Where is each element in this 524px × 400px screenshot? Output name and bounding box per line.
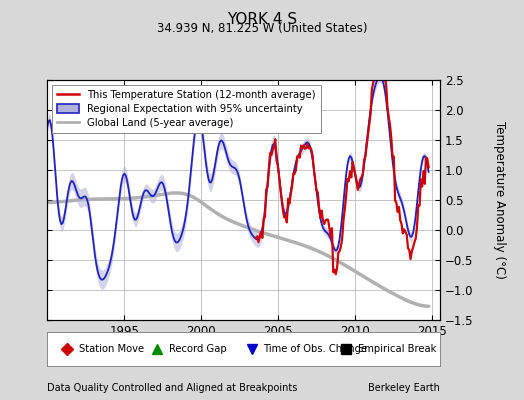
Text: Data Quality Controlled and Aligned at Breakpoints: Data Quality Controlled and Aligned at B… xyxy=(47,383,298,393)
Y-axis label: Temperature Anomaly (°C): Temperature Anomaly (°C) xyxy=(493,121,506,279)
Legend: This Temperature Station (12-month average), Regional Expectation with 95% uncer: This Temperature Station (12-month avera… xyxy=(52,85,321,133)
Text: Berkeley Earth: Berkeley Earth xyxy=(368,383,440,393)
Text: Time of Obs. Change: Time of Obs. Change xyxy=(263,344,367,354)
Text: Record Gap: Record Gap xyxy=(169,344,226,354)
Text: YORK 4 S: YORK 4 S xyxy=(227,12,297,27)
Text: Empirical Break: Empirical Break xyxy=(357,344,436,354)
Text: Station Move: Station Move xyxy=(79,344,144,354)
Text: 34.939 N, 81.225 W (United States): 34.939 N, 81.225 W (United States) xyxy=(157,22,367,35)
